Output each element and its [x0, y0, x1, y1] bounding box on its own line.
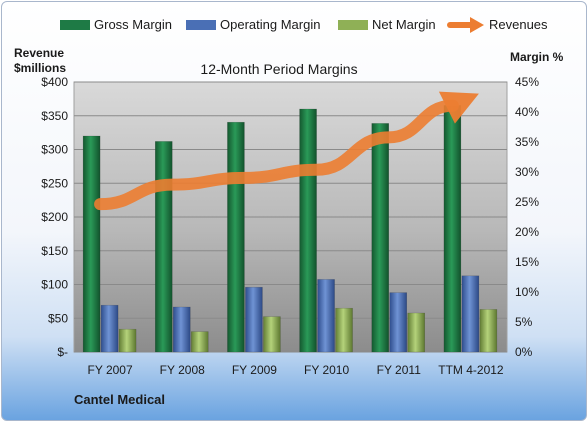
legend-arrow-revenues — [447, 17, 484, 33]
bars — [82, 105, 498, 353]
legend-swatch-operating-margin — [186, 20, 216, 30]
right-tick-label: 45% — [515, 75, 539, 89]
right-axis-title: Margin % — [510, 50, 564, 64]
right-tick-label: 30% — [515, 165, 539, 179]
revenue-arrowhead — [438, 91, 479, 124]
chart-title: 12-Month Period Margins — [200, 61, 357, 77]
legend-swatch-gross-margin — [60, 20, 90, 30]
bar-gross-margin — [371, 123, 389, 353]
bar-net-margin — [118, 328, 137, 353]
legend-label-operating-margin: Operating Margin — [220, 17, 320, 32]
legend-label-revenues: Revenues — [489, 17, 548, 32]
bar-operating-margin — [461, 275, 480, 353]
left-tick-label: $300 — [41, 143, 68, 157]
left-tick-label: $350 — [41, 109, 68, 123]
left-tick-label: $400 — [41, 75, 68, 89]
left-tick-label: $50 — [48, 311, 68, 325]
x-tick-label: TTM 4-2012 — [438, 363, 504, 377]
x-tick-label: FY 2008 — [160, 363, 205, 377]
left-tick-label: $150 — [41, 244, 68, 258]
bar-gross-margin — [227, 121, 245, 353]
legend-label-gross-margin: Gross Margin — [94, 17, 172, 32]
bar-operating-margin — [389, 292, 407, 353]
company-label: Cantel Medical — [74, 392, 165, 407]
bar-operating-margin — [317, 279, 335, 353]
legend-item-net-margin[interactable]: Net Margin — [338, 17, 436, 32]
left-tick-label: $100 — [41, 278, 68, 292]
x-tick-label: FY 2009 — [232, 363, 277, 377]
revenue-line-path — [94, 99, 459, 211]
left-axis-title-line2: $millions — [14, 61, 66, 75]
bar-net-margin — [191, 331, 209, 353]
left-tick-label: $200 — [41, 210, 68, 224]
legend-label-net-margin: Net Margin — [372, 17, 436, 32]
bar-net-margin — [479, 309, 498, 353]
right-tick-label: 5% — [515, 315, 533, 329]
bar-net-margin — [263, 316, 281, 353]
bar-gross-margin — [443, 105, 462, 353]
bar-net-margin — [407, 312, 425, 353]
right-tick-label: 15% — [515, 255, 539, 269]
revenue-line — [94, 91, 479, 211]
bar-gross-margin — [82, 135, 101, 353]
legend: Gross Margin Operating Margin Net Margin… — [60, 17, 548, 33]
x-axis-ticks: FY 2007 FY 2008 FY 2009 FY 2010 FY 2011 TTM 4… — [88, 363, 504, 377]
right-tick-label: 10% — [515, 285, 539, 299]
x-tick-label: FY 2007 — [88, 363, 133, 377]
bar-operating-margin — [245, 286, 263, 353]
bar-operating-margin — [173, 306, 191, 353]
right-tick-label: 20% — [515, 225, 539, 239]
legend-item-gross-margin[interactable]: Gross Margin — [60, 17, 172, 32]
bar-gross-margin — [299, 108, 317, 353]
right-axis-ticks: 0% 5% 10% 15% 20% 25% 30% 35% 40% 45% — [515, 75, 539, 359]
legend-item-revenues[interactable]: Revenues — [447, 17, 548, 33]
left-tick-label: $250 — [41, 176, 68, 190]
right-tick-label: 40% — [515, 105, 539, 119]
x-tick-label: FY 2011 — [377, 363, 422, 377]
right-tick-label: 35% — [515, 135, 539, 149]
bar-gross-margin — [155, 141, 173, 353]
left-axis-ticks: $- $50 $100 $150 $200 $250 $300 $350 $400 — [41, 75, 68, 359]
x-tick-label: FY 2010 — [304, 363, 349, 377]
left-axis-title-line1: Revenue — [14, 46, 64, 60]
left-tick-label: $- — [57, 345, 68, 359]
right-tick-label: 0% — [515, 345, 533, 359]
bar-operating-margin — [100, 304, 119, 353]
bar-net-margin — [335, 307, 353, 353]
legend-swatch-net-margin — [338, 20, 368, 30]
legend-item-operating-margin[interactable]: Operating Margin — [186, 17, 320, 32]
right-tick-label: 25% — [515, 195, 539, 209]
